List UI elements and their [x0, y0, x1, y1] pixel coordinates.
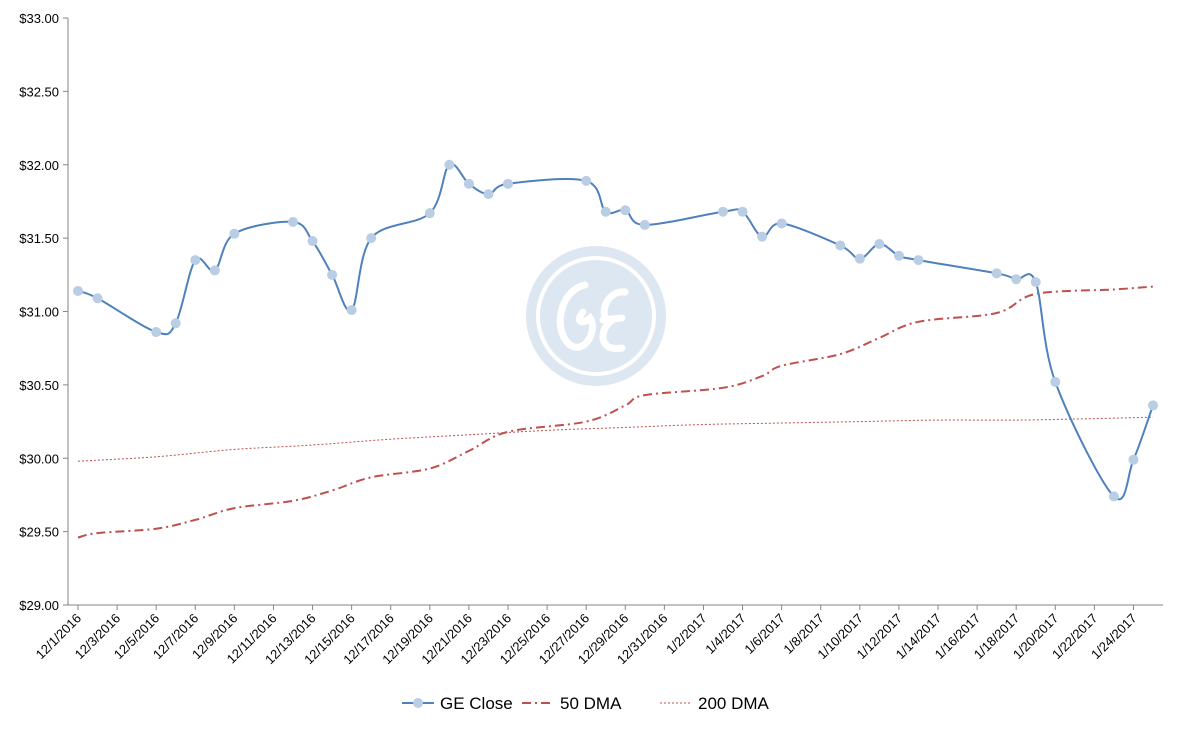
data-point [483, 189, 494, 200]
data-point [209, 265, 220, 276]
x-axis-ticks: 12/1/201612/3/201612/5/201612/7/201612/9… [33, 605, 1140, 667]
data-point [737, 206, 748, 217]
data-point [288, 216, 298, 227]
x-tick-label: 1/2/2017 [663, 611, 709, 657]
y-tick-label: $29.00 [19, 598, 59, 613]
legend-item: GE Close [402, 694, 513, 713]
series-50-dma [77, 285, 1154, 539]
data-point [835, 240, 846, 251]
data-point [757, 231, 768, 242]
data-point [444, 159, 455, 170]
data-point [913, 255, 924, 266]
series-ge-close [73, 159, 1158, 502]
legend-item: 50 DMA [522, 694, 622, 713]
data-point [190, 255, 201, 266]
legend-marker [413, 698, 423, 708]
y-tick-label: $29.50 [19, 525, 59, 540]
data-point [874, 238, 885, 249]
data-point [600, 206, 611, 217]
y-axis-ticks: $29.00 $29.50 $30.00 $30.50 $31.00 $31.50 $32.… [19, 11, 68, 613]
data-point [307, 236, 318, 247]
series-line [77, 416, 1154, 462]
data-point [151, 327, 162, 338]
chart-series [73, 159, 1158, 539]
data-point [73, 285, 83, 296]
data-point [1128, 454, 1139, 465]
legend-item: 200 DMA [660, 694, 770, 713]
y-tick-label: $30.00 [19, 451, 59, 466]
data-point [1108, 491, 1119, 502]
logo-inner-ring [536, 256, 656, 376]
series-line [77, 285, 1154, 539]
data-point [1050, 376, 1061, 387]
legend-label: 200 DMA [698, 694, 770, 713]
data-point [718, 206, 728, 217]
data-point [463, 178, 474, 189]
x-tick-label: 1/4/2017 [702, 611, 748, 657]
data-point [854, 253, 865, 264]
logo-g-letter [556, 281, 596, 351]
series-200-dma [77, 416, 1154, 462]
y-tick-label: $33.00 [19, 11, 59, 26]
data-point [639, 219, 650, 230]
y-tick-label: $31.50 [19, 231, 59, 246]
data-point [991, 268, 1002, 279]
y-tick-label: $32.00 [19, 158, 59, 173]
legend-label: GE Close [440, 694, 513, 713]
logo-e-letter [599, 288, 629, 352]
data-point [620, 205, 631, 216]
data-point [346, 305, 357, 316]
y-tick-label: $32.50 [19, 84, 59, 99]
data-point [1148, 400, 1158, 411]
data-point [1011, 274, 1022, 285]
data-point [503, 178, 513, 189]
logo-outer-circle [526, 246, 666, 386]
y-tick-label: $31.00 [19, 305, 59, 320]
data-point [1030, 277, 1041, 288]
data-point [424, 208, 435, 219]
data-point [170, 318, 181, 329]
data-point [92, 293, 103, 304]
x-tick-label: 1/6/2017 [741, 611, 787, 657]
data-point [229, 228, 240, 239]
y-tick-label: $30.50 [19, 378, 59, 393]
data-point [327, 269, 338, 280]
data-point [776, 218, 787, 229]
data-point [893, 250, 904, 261]
data-point [366, 233, 377, 244]
chart-legend: GE Close 50 DMA 200 DMA [402, 694, 770, 713]
data-point [581, 175, 592, 186]
ge-logo-watermark [526, 246, 666, 386]
legend-label: 50 DMA [560, 694, 622, 713]
